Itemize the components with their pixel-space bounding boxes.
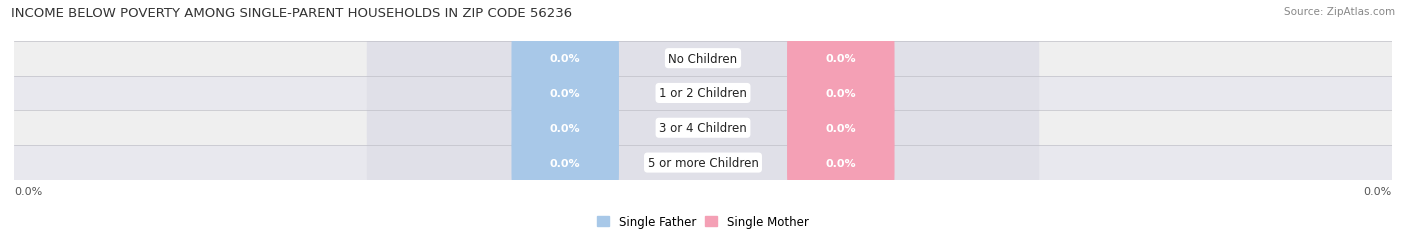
Text: 0.0%: 0.0% <box>825 88 856 99</box>
FancyBboxPatch shape <box>512 125 619 200</box>
Text: 1 or 2 Children: 1 or 2 Children <box>659 87 747 100</box>
Text: No Children: No Children <box>668 52 738 65</box>
Text: 0.0%: 0.0% <box>1364 186 1392 196</box>
FancyBboxPatch shape <box>512 91 619 166</box>
FancyBboxPatch shape <box>787 91 894 166</box>
FancyBboxPatch shape <box>367 124 1039 201</box>
FancyBboxPatch shape <box>787 56 894 131</box>
Text: Source: ZipAtlas.com: Source: ZipAtlas.com <box>1284 7 1395 17</box>
FancyBboxPatch shape <box>787 21 894 96</box>
Text: 0.0%: 0.0% <box>550 158 581 168</box>
Bar <box>14 111 1392 146</box>
Text: 0.0%: 0.0% <box>550 54 581 64</box>
FancyBboxPatch shape <box>512 21 619 96</box>
Text: 5 or more Children: 5 or more Children <box>648 156 758 169</box>
FancyBboxPatch shape <box>367 55 1039 132</box>
Text: 0.0%: 0.0% <box>550 123 581 133</box>
Text: 3 or 4 Children: 3 or 4 Children <box>659 122 747 135</box>
Text: 0.0%: 0.0% <box>14 186 42 196</box>
Text: 0.0%: 0.0% <box>825 158 856 168</box>
FancyBboxPatch shape <box>787 125 894 200</box>
FancyBboxPatch shape <box>367 90 1039 167</box>
Bar <box>14 76 1392 111</box>
Text: 0.0%: 0.0% <box>825 123 856 133</box>
Bar <box>14 146 1392 180</box>
Bar <box>14 42 1392 76</box>
FancyBboxPatch shape <box>367 21 1039 97</box>
Legend: Single Father, Single Mother: Single Father, Single Mother <box>593 210 813 231</box>
FancyBboxPatch shape <box>512 56 619 131</box>
Text: 0.0%: 0.0% <box>825 54 856 64</box>
Text: INCOME BELOW POVERTY AMONG SINGLE-PARENT HOUSEHOLDS IN ZIP CODE 56236: INCOME BELOW POVERTY AMONG SINGLE-PARENT… <box>11 7 572 20</box>
Text: 0.0%: 0.0% <box>550 88 581 99</box>
